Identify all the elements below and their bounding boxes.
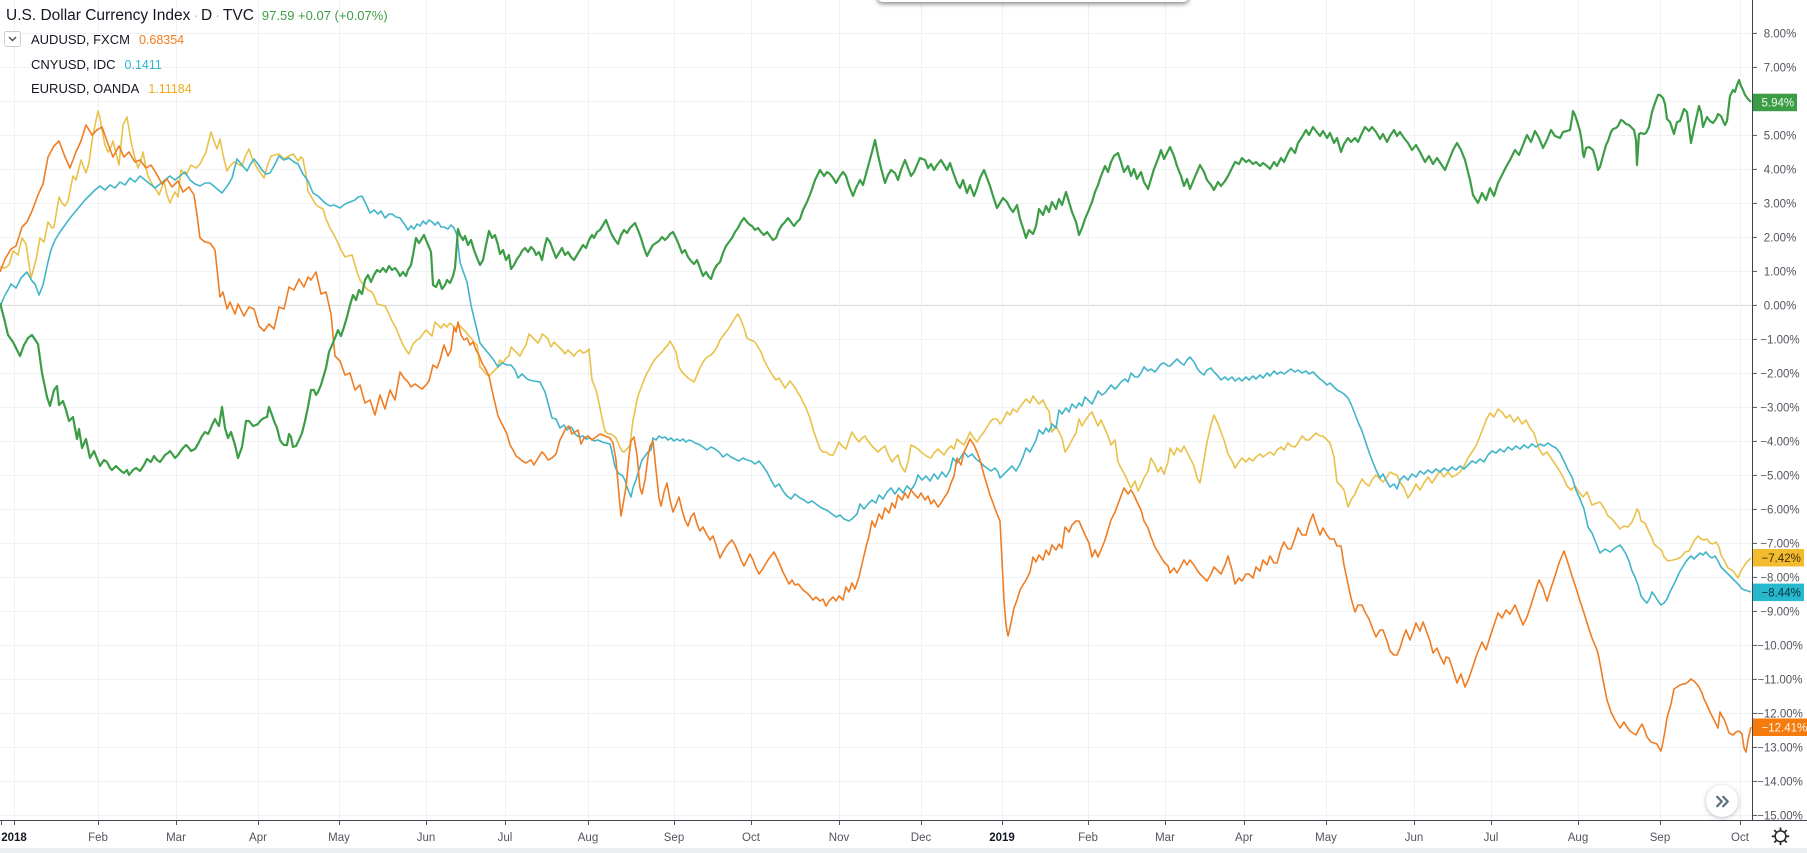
svg-text:−8.00%: −8.00% [1760, 572, 1799, 584]
svg-text:−7.42%: −7.42% [1762, 553, 1801, 565]
svg-text:Jun: Jun [417, 832, 436, 844]
svg-text:May: May [1315, 832, 1337, 844]
svg-text:3.00%: 3.00% [1764, 198, 1797, 210]
svg-text:−6.00%: −6.00% [1760, 504, 1799, 516]
svg-text:Feb: Feb [88, 832, 108, 844]
svg-text:5.94%: 5.94% [1762, 98, 1795, 110]
svg-text:−5.00%: −5.00% [1760, 470, 1799, 482]
svg-text:Sep: Sep [664, 832, 684, 844]
svg-text:2018: 2018 [1, 832, 27, 844]
svg-text:Jun: Jun [1405, 832, 1424, 844]
svg-text:4.00%: 4.00% [1764, 164, 1797, 176]
svg-text:0.00%: 0.00% [1764, 300, 1797, 312]
svg-text:−1.00%: −1.00% [1760, 334, 1799, 346]
svg-text:Jul: Jul [1484, 832, 1499, 844]
svg-text:Nov: Nov [829, 832, 850, 844]
svg-text:−7.00%: −7.00% [1760, 538, 1799, 550]
svg-text:Oct: Oct [1731, 832, 1750, 844]
svg-text:Aug: Aug [1568, 832, 1588, 844]
svg-text:Mar: Mar [1155, 832, 1175, 844]
svg-text:−13.00%: −13.00% [1757, 742, 1803, 754]
svg-text:2.00%: 2.00% [1764, 232, 1797, 244]
svg-text:Feb: Feb [1078, 832, 1098, 844]
svg-text:2019: 2019 [989, 832, 1015, 844]
svg-text:−12.00%: −12.00% [1757, 708, 1803, 720]
svg-text:−15.00%: −15.00% [1757, 810, 1803, 822]
svg-text:Mar: Mar [166, 832, 186, 844]
svg-text:−3.00%: −3.00% [1760, 402, 1799, 414]
svg-text:May: May [328, 832, 350, 844]
svg-text:−8.44%: −8.44% [1762, 588, 1801, 600]
svg-text:Apr: Apr [249, 832, 267, 844]
svg-text:−2.00%: −2.00% [1760, 368, 1799, 380]
svg-text:1.00%: 1.00% [1764, 266, 1797, 278]
svg-text:−10.00%: −10.00% [1757, 640, 1803, 652]
svg-text:Apr: Apr [1235, 832, 1253, 844]
svg-text:Jul: Jul [498, 832, 513, 844]
svg-text:Sep: Sep [1650, 832, 1670, 844]
svg-text:−11.00%: −11.00% [1758, 674, 1803, 686]
svg-text:−9.00%: −9.00% [1760, 606, 1799, 618]
svg-text:−4.00%: −4.00% [1760, 436, 1799, 448]
svg-text:−14.00%: −14.00% [1757, 776, 1803, 788]
svg-text:Dec: Dec [911, 832, 932, 844]
svg-text:5.00%: 5.00% [1764, 130, 1797, 142]
svg-text:Oct: Oct [742, 832, 761, 844]
svg-text:8.00%: 8.00% [1764, 28, 1797, 40]
svg-text:Aug: Aug [578, 832, 598, 844]
svg-text:−12.41%: −12.41% [1762, 723, 1807, 735]
svg-text:7.00%: 7.00% [1764, 62, 1797, 74]
